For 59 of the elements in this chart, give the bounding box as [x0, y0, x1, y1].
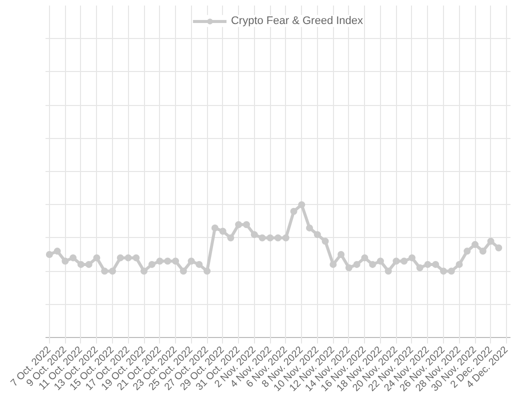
point: [180, 268, 187, 275]
point: [376, 258, 384, 265]
point: [369, 260, 376, 268]
point: [235, 221, 242, 228]
point: [400, 258, 408, 265]
point: [290, 208, 298, 215]
point: [282, 234, 290, 242]
point: [164, 258, 172, 265]
point: [108, 268, 116, 275]
point: [156, 258, 164, 265]
point: [384, 268, 392, 275]
point: [392, 258, 400, 265]
point: [479, 248, 486, 255]
point: [274, 234, 282, 242]
point: [266, 234, 274, 242]
point: [70, 254, 77, 262]
point: [322, 238, 329, 245]
point: [54, 248, 61, 255]
point: [101, 268, 108, 275]
point: [211, 224, 218, 232]
point: [93, 254, 100, 262]
point: [353, 260, 360, 268]
point: [464, 248, 471, 255]
point: [408, 254, 416, 262]
point: [172, 258, 180, 265]
point: [77, 260, 84, 268]
point: [456, 260, 463, 268]
point: [116, 254, 124, 262]
legend-label: Crypto Fear & Greed Index: [230, 15, 364, 27]
point: [345, 264, 352, 272]
point: [432, 260, 440, 268]
point: [62, 258, 69, 265]
point: [227, 234, 234, 242]
point: [361, 254, 368, 262]
point: [330, 260, 337, 268]
point: [338, 251, 345, 258]
point: [188, 258, 195, 265]
point: [196, 260, 203, 268]
point: [46, 251, 53, 258]
point: [140, 268, 148, 275]
point: [85, 260, 92, 268]
point: [306, 224, 314, 232]
point: [440, 268, 448, 275]
point: [258, 234, 266, 242]
point: [204, 268, 211, 275]
point: [298, 201, 306, 208]
point: [148, 260, 156, 268]
point: [250, 231, 258, 238]
point: [495, 244, 502, 252]
point: [124, 254, 132, 262]
point: [132, 254, 140, 262]
point: [472, 241, 479, 248]
point: [242, 221, 250, 228]
point: [448, 268, 455, 275]
point: [314, 231, 321, 238]
point: [424, 260, 432, 268]
point: [487, 238, 494, 245]
point: [416, 264, 424, 272]
point: [219, 228, 226, 235]
